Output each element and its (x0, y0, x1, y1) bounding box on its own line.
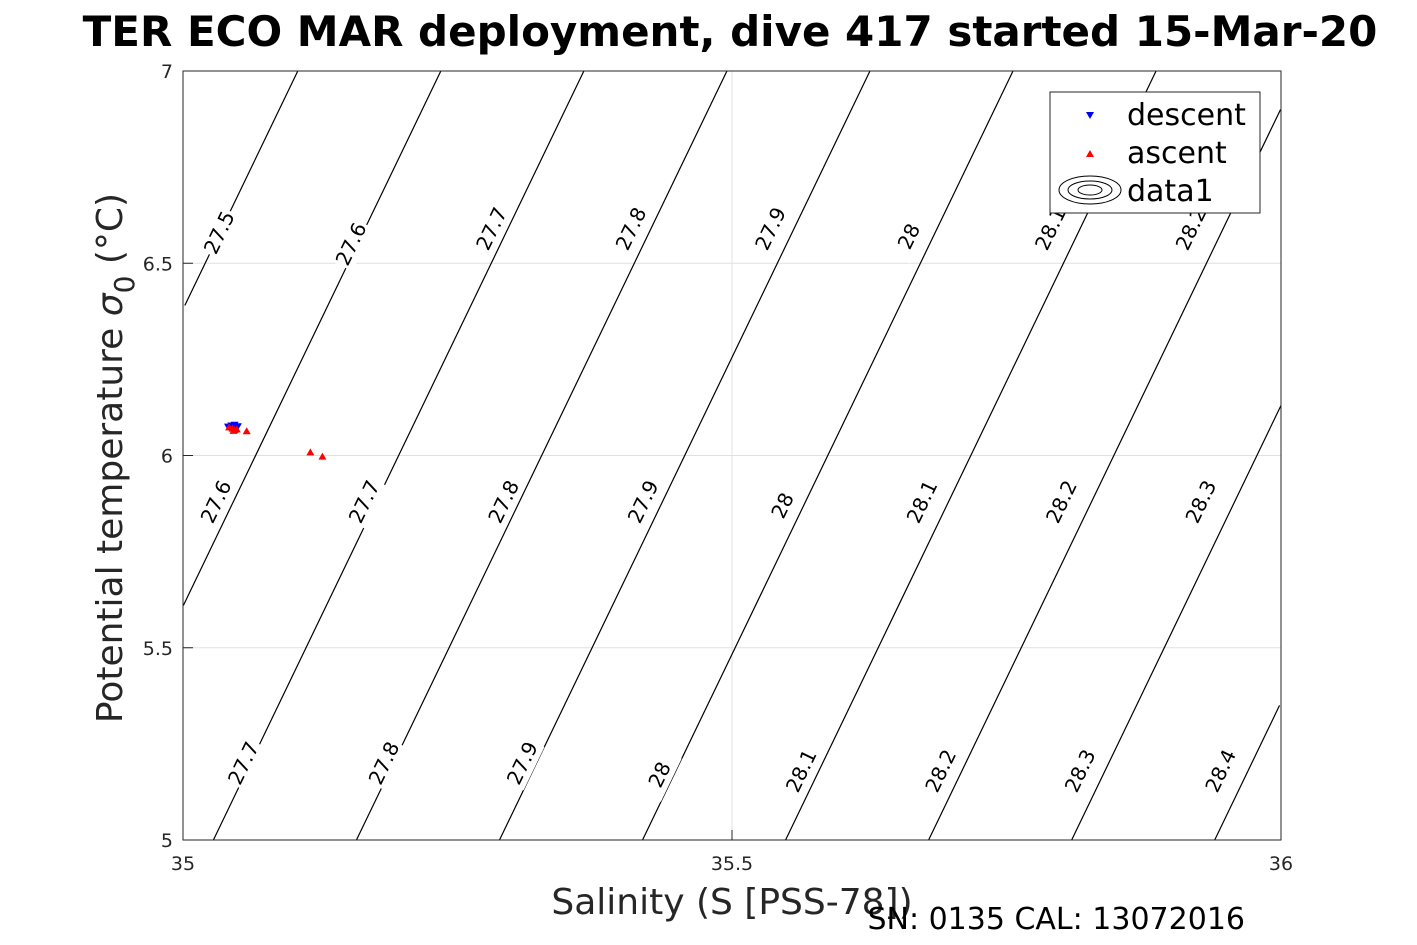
data-points (224, 421, 327, 460)
isopycnal-label-bg (1057, 743, 1103, 799)
isopycnal-line (182, 70, 442, 606)
isopycnal-label-bg (886, 209, 931, 264)
x-tick-label: 35 (171, 853, 195, 875)
isopycnal-label-bg (1039, 474, 1084, 529)
isopycnal-label-bg (779, 743, 824, 799)
legend-descent-label: descent (1127, 98, 1246, 133)
y-axis-label-sigma: σ (90, 292, 131, 316)
y-axis-label: Potential temperature σ0 (°C) (90, 193, 141, 723)
isopycnal-label-bg (748, 201, 793, 256)
isopycnal-label-bg (469, 201, 514, 256)
isopycnal-label-bg (193, 474, 239, 529)
legend-data1-label: data1 (1127, 174, 1214, 209)
y-tick-label: 5.5 (143, 638, 173, 660)
ascent-point (229, 426, 238, 434)
isopycnal-label-bg (899, 474, 945, 529)
isopycnal-label-bg (918, 743, 963, 799)
isopycnal-label-bg (760, 478, 805, 533)
isopycnal-line (184, 70, 299, 306)
y-tick-label: 5 (161, 830, 173, 852)
isopycnal-label-bg (361, 735, 407, 791)
isopycnal-label-bg (1178, 474, 1223, 529)
y-tick-label: 7 (161, 61, 173, 83)
ascent-point (306, 448, 315, 456)
legend-descent-marker (1086, 112, 1094, 119)
isopycnal-line (1071, 405, 1282, 841)
x-axis-label: Salinity (S [PSS-78]) (551, 882, 912, 923)
isopycnal-label-bg (221, 735, 266, 791)
y-tick-label: 6 (161, 446, 173, 468)
isopycnal-label-bg (328, 216, 374, 272)
chart-title: TER ECO MAR deployment, dive 417 started… (83, 7, 1378, 56)
isopycnal-line (641, 70, 1014, 841)
x-tick-label: 36 (1269, 853, 1293, 875)
legend-box (1049, 91, 1261, 214)
isopycnal-label-bg (637, 747, 682, 802)
isopycnal-label-bg (608, 201, 654, 256)
y-axis-label-subscript: 0 (108, 276, 141, 294)
legend-ascent-label: ascent (1127, 136, 1227, 171)
isopycnal-label-bg (1028, 201, 1073, 256)
isopycnal-label-bg (342, 474, 387, 529)
isopycnal-label-bg (1198, 743, 1243, 799)
sensor-calibration-footer: SN: 0135 CAL: 13072016 (867, 902, 1245, 937)
legend-ascent-marker (1086, 150, 1094, 157)
legend: descent ascent data1 (1049, 91, 1261, 214)
ascent-point (318, 452, 327, 460)
x-tick-label: 35.5 (711, 853, 753, 875)
isopycnal-label-bg (481, 474, 526, 529)
y-axis-label-main: Potential temperature (90, 316, 131, 723)
axis-ticks: 35 35.5 36 5 5.5 6 6.5 7 (143, 61, 1293, 875)
isopycnal-label-bg (1168, 201, 1214, 256)
isopycnal-label-bg (500, 735, 545, 791)
y-tick-label: 6.5 (143, 253, 173, 275)
isopycnal-line (212, 70, 585, 841)
isopycnal-line (498, 70, 871, 841)
isopycnal-line (355, 70, 728, 841)
isopycnal-contours (182, 70, 1282, 841)
isopycnal-labels: 27.5 27.6 27.7 27.8 27.9 28 28.1 28.227.6 27.7 27… (193, 201, 1243, 802)
isopycnal-line (928, 109, 1282, 841)
isopycnal-line (1214, 705, 1281, 841)
isopycnal-label-bg (620, 474, 666, 529)
legend-data1-contour-icon (1058, 175, 1122, 205)
isopycnal-label-bg (197, 205, 242, 260)
descent-point (230, 421, 239, 429)
y-axis-label-unit: (°C) (90, 193, 131, 276)
ascent-point (242, 427, 251, 435)
